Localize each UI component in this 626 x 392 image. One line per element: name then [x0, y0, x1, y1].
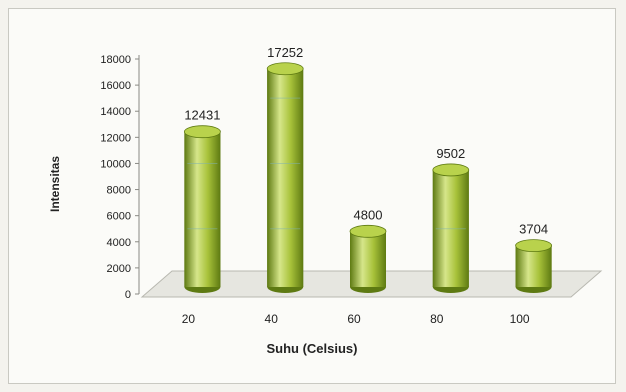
x-tick-label: 60 — [347, 312, 361, 326]
bar-60 — [349, 224, 387, 293]
bar-shade — [515, 245, 552, 287]
bar-top — [183, 125, 221, 139]
x-tick-label: 20 — [182, 312, 196, 326]
y-tick-label: 16000 — [100, 80, 131, 92]
data-labels: 12431 17252 4800 9502 3704 — [184, 45, 548, 237]
bar-value-label: 9502 — [436, 146, 465, 161]
y-tick-label: 4000 — [107, 237, 131, 249]
y-tick-label: 8000 — [107, 185, 131, 197]
bar-shade — [350, 231, 386, 287]
bar-value-label: 17252 — [267, 45, 303, 60]
bars — [183, 62, 552, 293]
bar-40 — [266, 62, 304, 293]
chart-frame: 0 2000 4000 6000 8000 10000 12000 14000 16000 180… — [8, 8, 616, 384]
bar-top — [349, 224, 387, 238]
bar-80 — [432, 163, 470, 293]
x-axis-ticks: 20 40 60 80 100 — [182, 312, 530, 326]
y-tick-label: 6000 — [107, 211, 131, 223]
x-tick-label: 100 — [510, 312, 530, 326]
x-axis-title: Suhu (Celsius) — [266, 341, 357, 356]
bar-value-label: 3704 — [519, 222, 548, 237]
bar-20 — [183, 125, 221, 293]
y-tick-label: 14000 — [100, 106, 131, 118]
x-tick-label: 80 — [430, 312, 444, 326]
y-tick-label: 10000 — [100, 158, 131, 170]
bar-top — [515, 239, 552, 253]
bar-chart: 0 2000 4000 6000 8000 10000 12000 14000 16000 180… — [48, 45, 603, 356]
bar-100 — [515, 239, 552, 293]
y-tick-label: 18000 — [100, 54, 131, 66]
bar-value-label: 12431 — [184, 108, 220, 123]
bar-value-label: 4800 — [354, 207, 383, 222]
y-tick-label: 12000 — [100, 132, 131, 144]
bar-top — [432, 163, 470, 177]
y-tick-label: 0 — [125, 289, 131, 301]
y-tick-label: 2000 — [107, 263, 131, 275]
bar-shade — [267, 68, 304, 287]
bar-shade — [184, 131, 221, 287]
bar-top — [266, 62, 304, 76]
y-axis: 0 2000 4000 6000 8000 10000 12000 14000 16000 180… — [100, 54, 140, 301]
y-axis-title: Intensitas — [48, 156, 62, 212]
x-tick-label: 40 — [265, 312, 279, 326]
